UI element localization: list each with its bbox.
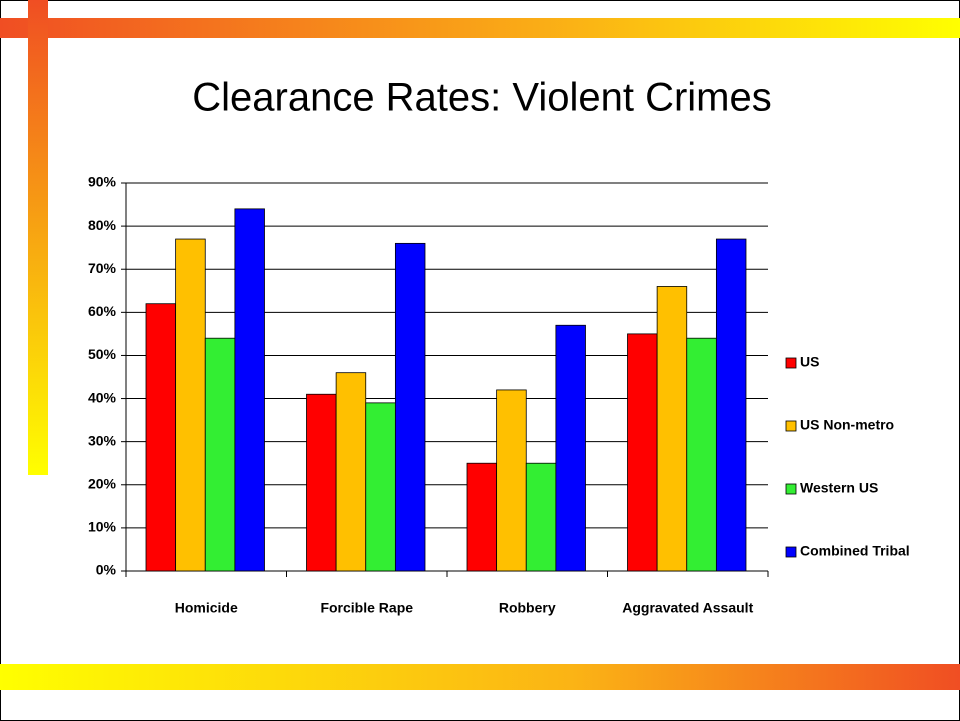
bar: [394, 242, 426, 572]
bottom-band: [0, 664, 960, 690]
y-tick-label: 0%: [96, 562, 117, 578]
x-tick-label: Homicide: [175, 600, 238, 616]
bar: [627, 333, 658, 572]
bar: [335, 372, 367, 572]
left-band: [28, 0, 48, 475]
legend-swatch: [785, 420, 797, 432]
y-tick-label: 60%: [88, 303, 117, 319]
y-tick-label: 20%: [88, 475, 117, 491]
x-tick-label: Forcible Rape: [320, 600, 413, 616]
bar: [555, 324, 586, 572]
legend-swatch: [785, 546, 797, 558]
chart-title: Clearance Rates: Violent Crimes: [192, 76, 772, 120]
x-tick-label: Aggravated Assault: [622, 600, 753, 616]
bar: [656, 286, 688, 572]
bar: [365, 402, 396, 572]
legend-label: US: [800, 354, 819, 370]
y-tick-label: 30%: [88, 432, 117, 448]
legend-swatch: [785, 357, 797, 369]
legend-label: Western US: [800, 480, 878, 496]
bar: [204, 337, 236, 572]
legend-label: Combined Tribal: [800, 543, 910, 559]
bar: [145, 303, 177, 572]
bar: [234, 208, 265, 572]
y-tick-label: 80%: [88, 217, 117, 233]
bar: [466, 462, 498, 572]
y-tick-label: 10%: [88, 519, 117, 535]
top-band: [0, 18, 960, 38]
bar: [525, 462, 557, 572]
y-tick-label: 50%: [88, 346, 117, 362]
legend-label: US Non-metro: [800, 417, 894, 433]
bar: [496, 389, 527, 572]
y-tick-label: 70%: [88, 260, 117, 276]
bar: [306, 393, 337, 572]
bar: [686, 337, 717, 572]
y-tick-label: 90%: [88, 174, 117, 190]
bar: [175, 238, 206, 572]
bar: [715, 238, 747, 572]
y-tick-label: 40%: [88, 389, 117, 405]
x-tick-label: Robbery: [499, 600, 556, 616]
legend-swatch: [785, 483, 797, 495]
